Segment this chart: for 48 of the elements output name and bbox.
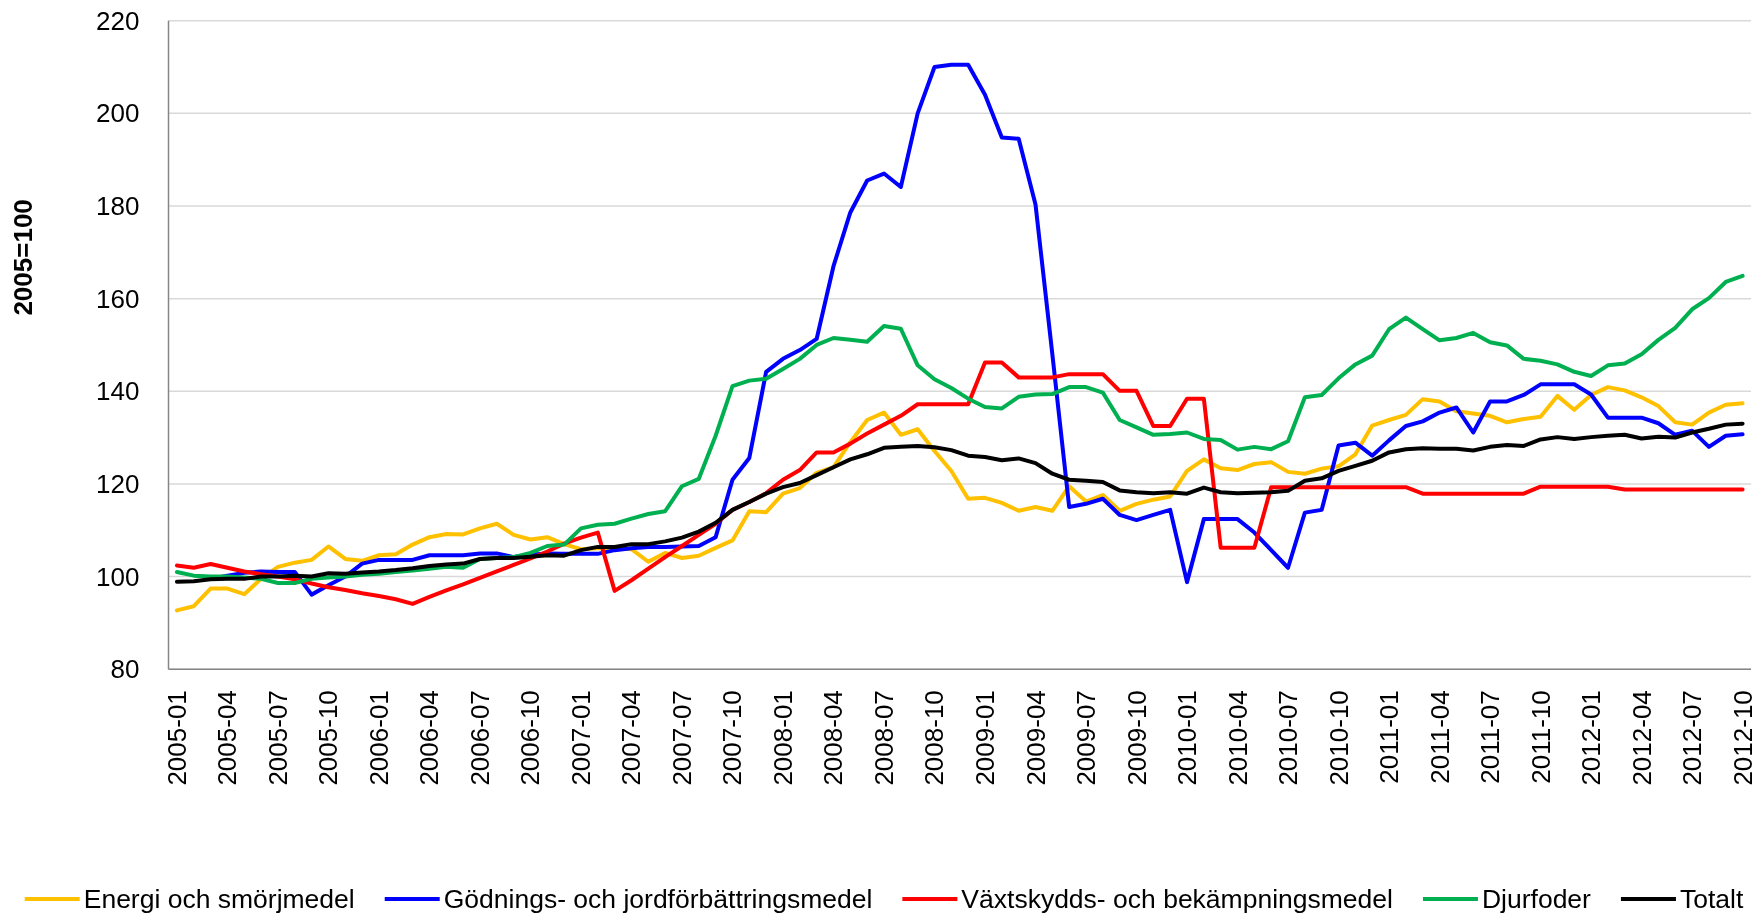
x-tick-label: 2006-01 [363,690,394,786]
x-tick-label: 2007-07 [666,690,697,786]
legend-label: Totalt [1679,884,1744,913]
x-tick-label: 2006-10 [515,690,546,786]
legend-label: Energi och smörjmedel [83,884,355,913]
x-tick-label: 2010-07 [1273,690,1304,786]
x-tick-label: 2008-07 [868,690,899,786]
legend-label: Växtskydds- och bekämpningsmedel [961,884,1393,913]
x-tick-label: 2006-04 [414,690,445,786]
x-tick-label: 2007-04 [616,690,647,786]
x-tick-label: 2012-07 [1677,690,1708,786]
x-tick-label: 2006-07 [464,690,495,786]
x-tick-label: 2012-01 [1576,690,1607,786]
x-tick-label: 2011-04 [1424,690,1455,784]
y-tick-label: 180 [96,190,140,221]
x-tick-label: 2005-07 [262,690,293,786]
x-tick-label: 2005-10 [313,690,344,786]
x-tick-label: 2008-04 [818,690,849,786]
x-tick-label: 2010-04 [1222,690,1253,786]
x-tick-label: 2007-10 [717,690,748,786]
line-series [174,273,1745,586]
y-tick-label: 220 [96,5,140,36]
legend-label: Djurfoder [1481,884,1592,913]
x-tick-label: 2011-10 [1525,690,1556,784]
x-tick-label: 2005-04 [212,690,243,786]
x-tick-label: 2010-10 [1323,690,1354,786]
y-axis-title: 2005=100 [8,199,38,316]
y-tick-label: 140 [96,376,140,407]
x-tick-label: 2010-01 [1172,690,1203,786]
x-tick-label: 2009-04 [1020,690,1051,786]
x-tick-label: 2012-10 [1727,690,1758,786]
x-tick-label: 2011-07 [1475,690,1506,784]
x-tick-label: 2009-07 [1071,690,1102,786]
y-tick-label: 80 [110,654,140,685]
x-tick-label: 2008-10 [919,690,950,786]
y-tick-label: 200 [96,98,140,129]
x-tick-label: 2008-01 [767,690,798,786]
x-tick-label: 2005-01 [161,690,192,786]
y-tick-label: 160 [96,283,140,314]
x-tick-label: 2009-01 [970,690,1000,786]
legend-label: Gödnings- och jordförbättringsmedel [443,884,873,913]
x-tick-label: 2011-01 [1374,690,1405,784]
y-tick-label: 100 [96,561,140,592]
line-series [174,421,1745,584]
x-tick-label: 2009-10 [1121,690,1152,786]
x-tick-label: 2012-04 [1626,690,1657,786]
y-tick-label: 120 [96,468,140,499]
x-tick-label: 2007-01 [565,690,596,786]
